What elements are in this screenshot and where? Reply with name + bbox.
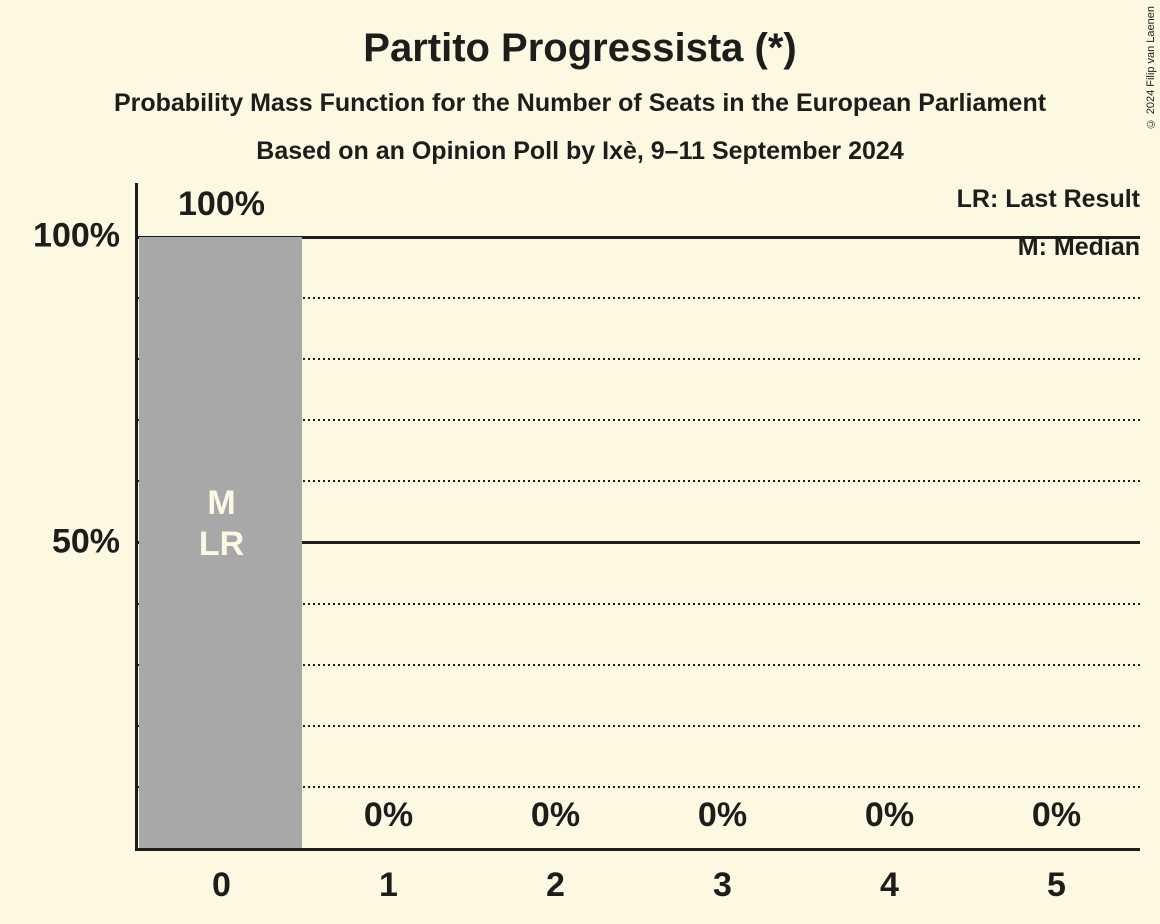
x-tick-label: 4 — [880, 866, 899, 904]
x-tick-label: 3 — [713, 866, 732, 904]
y-gridline-dotted — [138, 358, 1140, 361]
y-tick-label: 50% — [51, 522, 120, 561]
median-lastresult-annotation: M LR — [198, 484, 245, 563]
pmf-bar-seats-0 — [139, 237, 302, 848]
bar-value-label: 0% — [363, 796, 414, 834]
y-gridline-solid — [138, 235, 1140, 239]
chart-subtitle: Probability Mass Function for the Number… — [113, 89, 1047, 117]
y-gridline-dotted — [138, 419, 1140, 422]
y-gridline-dotted — [138, 785, 1140, 788]
y-gridline-dotted — [138, 297, 1140, 300]
x-tick-label: 5 — [1047, 866, 1066, 904]
y-gridline-dotted — [138, 724, 1140, 727]
y-gridline-dotted — [138, 663, 1140, 666]
x-tick-label: 1 — [379, 866, 398, 904]
y-gridline-solid — [138, 541, 1140, 544]
legend-last-result: LR: Last Result — [956, 185, 1140, 213]
y-gridline-dotted — [138, 480, 1140, 483]
x-tick-label: 2 — [546, 866, 565, 904]
bar-value-label: 100% — [178, 185, 265, 223]
chart-poll-line: Based on an Opinion Poll by Ixè, 9–11 Se… — [256, 137, 904, 165]
bar-value-label: 0% — [864, 796, 915, 834]
y-axis-line — [135, 183, 138, 851]
x-tick-label: 0 — [212, 866, 231, 904]
bar-value-label: 0% — [530, 796, 581, 834]
y-gridline-dotted — [138, 602, 1140, 605]
x-axis-line — [135, 848, 1140, 851]
y-tick-label: 100% — [33, 216, 120, 255]
bar-value-label: 0% — [1031, 796, 1082, 834]
bar-value-label: 0% — [697, 796, 748, 834]
chart-title: Partito Progressista (*) — [363, 26, 797, 70]
